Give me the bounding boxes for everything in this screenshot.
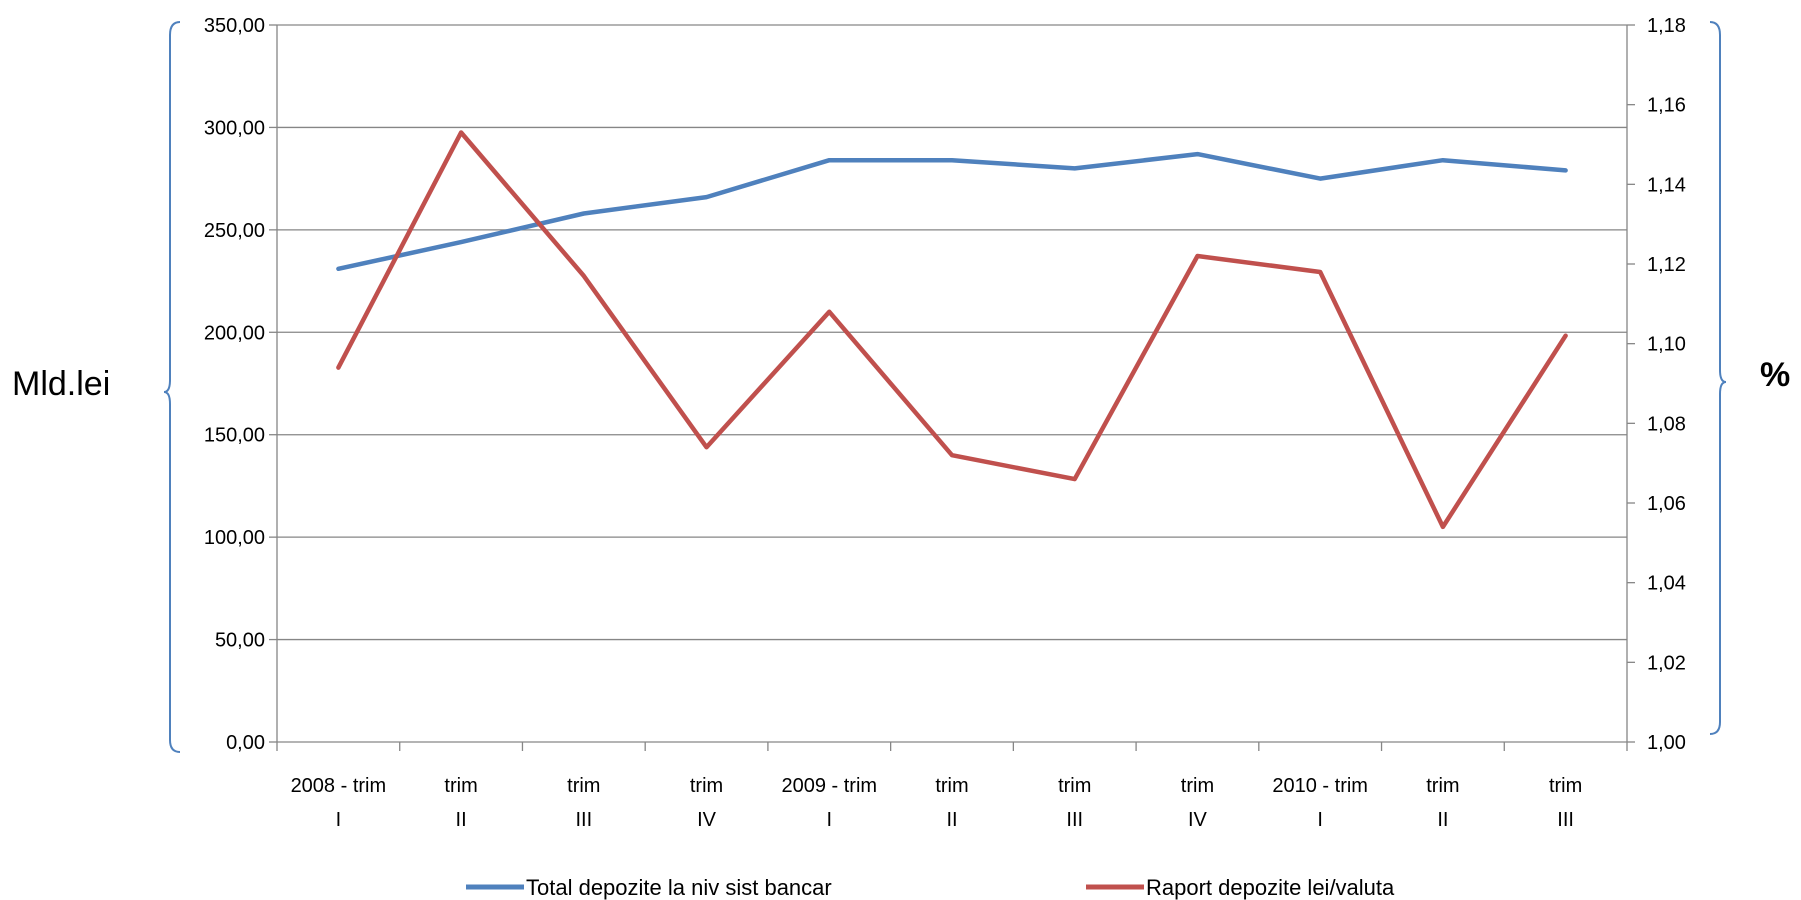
- left-tick-label: 200,00: [204, 322, 265, 344]
- x-tick-label: II: [1437, 809, 1448, 831]
- x-tick-label: trim: [935, 775, 968, 797]
- x-tick-label: IV: [697, 809, 717, 831]
- x-tick-label: trim: [567, 775, 600, 797]
- x-tick-label: trim: [1426, 775, 1459, 797]
- left-tick-label: 350,00: [204, 15, 265, 37]
- x-tick-label: trim: [1058, 775, 1091, 797]
- x-tick-label: trim: [444, 775, 477, 797]
- right-tick-label: 1,12: [1647, 254, 1686, 276]
- axes: [269, 24, 1635, 751]
- x-tick-label: II: [456, 809, 467, 831]
- right-tick-label: 1,06: [1647, 493, 1686, 515]
- right-tick-label: 1,08: [1647, 413, 1686, 435]
- x-tick-label: 2009 - trim: [781, 775, 877, 797]
- right-tick-label: 1,00: [1647, 732, 1686, 754]
- left-axis-title: Mld.lei: [12, 365, 110, 403]
- x-tick-label: trim: [690, 775, 723, 797]
- series-line-1: [336, 130, 1568, 530]
- legend-label-total-depozite: Total depozite la niv sist bancar: [526, 875, 832, 900]
- x-tick-label: IV: [1188, 809, 1208, 831]
- tick-labels: 0,00 50,00 100,00 150,00 200,00 250,00 300,00 3…: [204, 15, 1686, 831]
- x-tick-label: I: [826, 809, 832, 831]
- right-tick-label: 1,02: [1647, 652, 1686, 674]
- x-tick-label: I: [1317, 809, 1323, 831]
- series-lines: [336, 130, 1568, 530]
- x-tick-label: trim: [1549, 775, 1582, 797]
- right-tick-label: 1,14: [1647, 174, 1686, 196]
- right-tick-label: 1,18: [1647, 15, 1686, 37]
- legend: Total depozite la niv sist bancar Raport…: [466, 875, 1395, 900]
- left-tick-label: 250,00: [204, 220, 265, 242]
- left-tick-label: 150,00: [204, 425, 265, 447]
- right-tick-label: 1,04: [1647, 573, 1686, 595]
- left-tick-label: 0,00: [226, 732, 265, 754]
- left-tick-label: 300,00: [204, 117, 265, 139]
- x-tick-label: II: [946, 809, 957, 831]
- right-axis-title: %: [1760, 356, 1790, 394]
- right-axis-brace: [1709, 21, 1727, 735]
- x-tick-label: 2010 - trim: [1272, 775, 1368, 797]
- left-tick-label: 50,00: [215, 630, 265, 652]
- series-line-0: [336, 151, 1568, 272]
- gridlines: [277, 24, 1627, 641]
- x-tick-label: trim: [1181, 775, 1214, 797]
- right-tick-label: 1,10: [1647, 334, 1686, 356]
- x-tick-label: III: [1066, 809, 1083, 831]
- x-tick-label: 2008 - trim: [291, 775, 387, 797]
- legend-label-raport-depozite: Raport depozite lei/valuta: [1146, 875, 1395, 900]
- x-tick-label: III: [1557, 809, 1574, 831]
- left-tick-label: 100,00: [204, 527, 265, 549]
- x-tick-label: I: [336, 809, 342, 831]
- right-tick-label: 1,16: [1647, 95, 1686, 117]
- x-tick-label: III: [575, 809, 592, 831]
- left-axis-brace: [163, 21, 181, 753]
